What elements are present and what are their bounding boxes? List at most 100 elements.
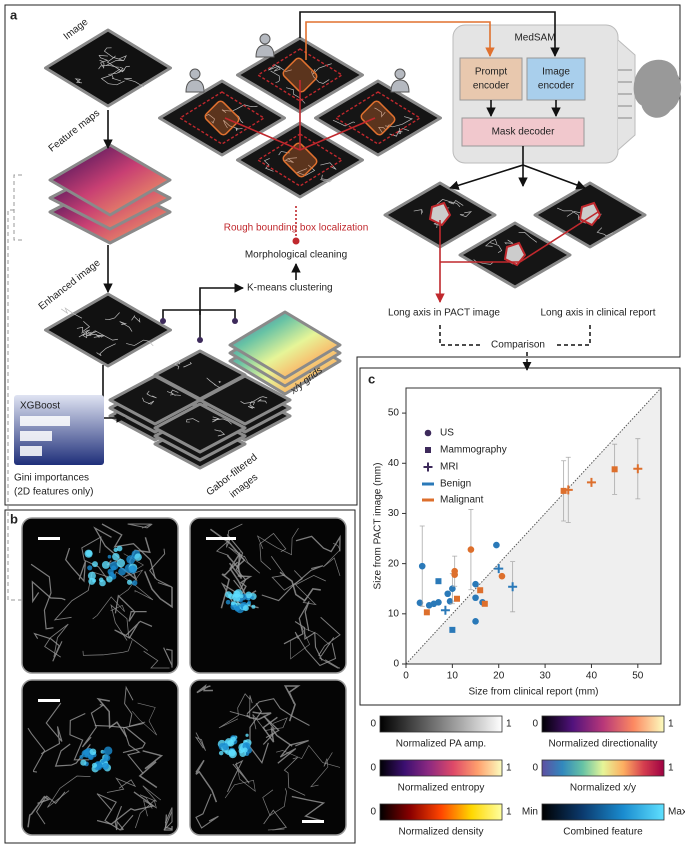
vessel [33, 632, 63, 662]
point [472, 594, 479, 602]
vessel [119, 321, 133, 332]
colorbar-max: 1 [668, 719, 674, 730]
image-tile [158, 79, 286, 157]
vessel [138, 750, 164, 789]
vessel [106, 777, 137, 793]
colorbar-min: 0 [370, 807, 376, 818]
vessel [40, 702, 63, 755]
image-tile [228, 310, 342, 380]
lesion-feature [87, 565, 93, 571]
colorbar-label: Normalized entropy [398, 783, 485, 794]
person-icon [255, 44, 275, 58]
colorbar-min: 0 [532, 763, 538, 774]
vessel [96, 343, 116, 357]
point [449, 585, 456, 593]
image-tile [108, 374, 202, 426]
lesion-feature [232, 593, 241, 602]
bounding-box [256, 48, 344, 102]
vessel [262, 788, 287, 817]
lesion-feature [107, 554, 112, 559]
vessel [218, 381, 222, 384]
vessel [249, 702, 269, 765]
lesion-feature [116, 545, 123, 552]
panel-b-frame [4, 509, 356, 844]
vessel [268, 64, 292, 72]
step-label: Image [62, 16, 91, 42]
lesion-feature [80, 759, 87, 766]
caption: Long axis in PACT image [388, 308, 500, 319]
caption: Long axis in clinical report [540, 308, 655, 319]
lesion-feature [87, 571, 96, 580]
vessel [273, 63, 281, 72]
caption: Comparison [491, 340, 545, 351]
vessel [114, 620, 153, 639]
vessel [96, 697, 128, 738]
y-tick-label: 30 [388, 508, 400, 519]
legend-label: Malignant [440, 495, 484, 506]
vessel [106, 55, 123, 73]
vessel [504, 239, 514, 245]
vessel [195, 759, 218, 803]
vessel [100, 74, 125, 86]
vessel [47, 775, 91, 808]
vessel [226, 534, 247, 591]
step-label: Feature maps [47, 108, 102, 155]
point [494, 564, 504, 574]
vessel [596, 227, 613, 237]
colorbar-min: 0 [532, 719, 538, 730]
point [508, 582, 518, 592]
colorbar-max: 1 [506, 807, 512, 818]
vessel [256, 528, 299, 556]
lesion-feature [131, 580, 138, 586]
image-tile [236, 121, 364, 199]
point [444, 590, 452, 598]
scale-bar [302, 820, 324, 823]
point [586, 477, 596, 487]
lesion-feature [242, 747, 248, 753]
lesion-feature [79, 755, 84, 759]
vessel [76, 320, 91, 333]
vessel [278, 151, 290, 156]
vessel [283, 685, 301, 722]
vessel [115, 571, 154, 601]
lesion-feature [126, 555, 136, 564]
vessel [124, 78, 144, 88]
vessel [78, 331, 92, 339]
vessel [99, 59, 105, 69]
lesion-feature [134, 553, 142, 561]
vessel [270, 70, 280, 83]
point [435, 598, 442, 606]
image-tile [198, 374, 292, 426]
vessel [142, 397, 155, 405]
vessel [206, 377, 221, 389]
x-tick-label: 10 [447, 671, 459, 682]
box-label: encoder [473, 81, 510, 92]
identity-line [405, 387, 662, 665]
brain-icon [618, 59, 682, 119]
caption: Morphological cleaning [245, 250, 347, 261]
vessel [240, 401, 256, 406]
vessel [249, 396, 268, 404]
vessel [279, 571, 321, 602]
x-axis-label: Size from clinical report (mm) [468, 687, 598, 698]
segmentation [503, 241, 527, 267]
legend-marker [425, 447, 431, 453]
vessel [126, 339, 154, 347]
lesion-feature [84, 549, 93, 558]
vessel [149, 548, 173, 588]
pact-image [189, 679, 347, 836]
lesion-feature [103, 754, 111, 762]
prompt-box [282, 57, 318, 93]
vessel [220, 561, 239, 609]
lesion-feature [89, 748, 97, 756]
lesion-feature [222, 743, 229, 751]
vessel [195, 793, 219, 829]
colorbar-label: Combined feature [563, 827, 643, 838]
vessel [332, 119, 356, 127]
vessel [283, 601, 310, 645]
vessel [318, 616, 341, 657]
medsam-title: MedSAM [514, 33, 555, 44]
vessel [61, 307, 83, 319]
vessel [226, 551, 248, 599]
